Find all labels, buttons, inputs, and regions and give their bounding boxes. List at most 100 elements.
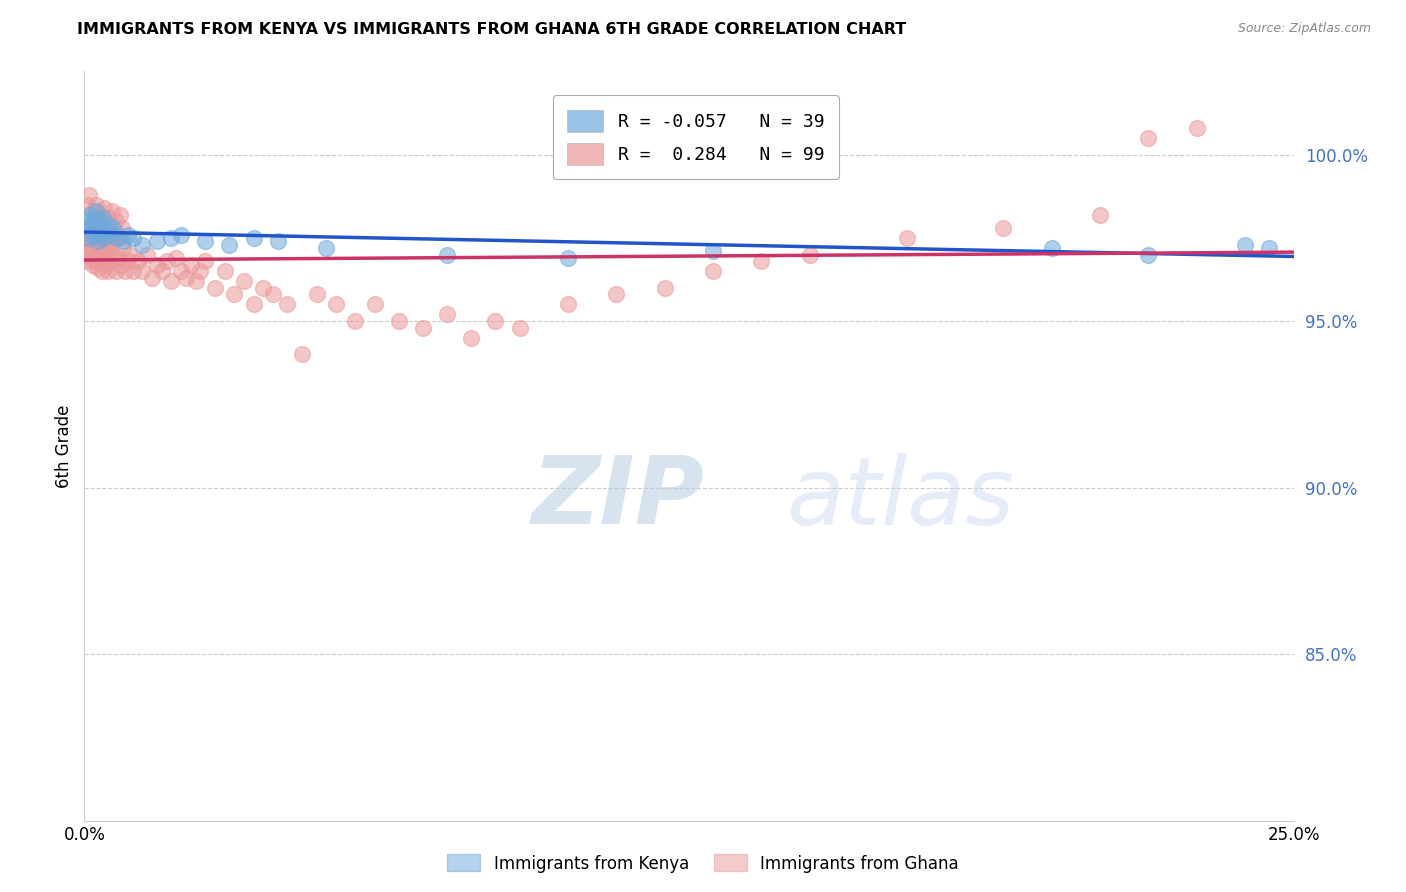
Point — [412, 320, 434, 334]
Point — [233, 274, 256, 288]
Point — [93, 241, 115, 255]
Point — [117, 227, 139, 242]
Point — [242, 231, 264, 245]
Point — [1185, 120, 1208, 135]
Point — [87, 244, 110, 259]
Text: ZIP: ZIP — [531, 452, 704, 544]
Point — [84, 254, 107, 268]
Point — [460, 331, 482, 345]
Point — [121, 231, 143, 245]
Point — [86, 204, 108, 219]
Point — [117, 254, 139, 268]
Point — [90, 234, 112, 248]
Point — [1137, 131, 1160, 145]
Point — [77, 247, 100, 261]
Point — [184, 274, 207, 288]
Point — [76, 254, 98, 268]
Point — [180, 258, 202, 272]
Point — [97, 244, 120, 259]
Point — [121, 264, 143, 278]
Point — [77, 237, 100, 252]
Point — [87, 234, 110, 248]
Point — [94, 258, 117, 272]
Point — [305, 287, 328, 301]
Point — [114, 264, 136, 278]
Point — [75, 241, 97, 255]
Text: Source: ZipAtlas.com: Source: ZipAtlas.com — [1237, 22, 1371, 36]
Point — [242, 297, 264, 311]
Point — [104, 214, 127, 228]
Point — [110, 220, 132, 235]
Point — [91, 218, 114, 232]
Point — [77, 187, 100, 202]
Point — [146, 234, 169, 248]
Point — [93, 254, 115, 268]
Point — [107, 231, 129, 245]
Point — [120, 247, 142, 261]
Point — [84, 247, 107, 261]
Y-axis label: 6th Grade: 6th Grade — [55, 404, 73, 488]
Point — [110, 258, 132, 272]
Point — [87, 220, 110, 235]
Point — [1088, 208, 1111, 222]
Point — [87, 220, 110, 235]
Point — [100, 254, 122, 268]
Point — [267, 234, 290, 248]
Point — [150, 264, 173, 278]
Point — [93, 231, 115, 245]
Point — [98, 224, 121, 238]
Point — [262, 287, 284, 301]
Point — [131, 237, 153, 252]
Point — [170, 264, 193, 278]
Point — [344, 314, 367, 328]
Point — [276, 297, 298, 311]
Point — [214, 264, 236, 278]
Point — [799, 247, 821, 261]
Point — [509, 320, 531, 334]
Point — [89, 214, 111, 228]
Point — [91, 247, 114, 261]
Point — [82, 234, 104, 248]
Point — [190, 264, 212, 278]
Point — [702, 264, 724, 278]
Point — [112, 241, 135, 255]
Point — [84, 224, 107, 238]
Text: atlas: atlas — [786, 453, 1014, 544]
Point — [160, 231, 183, 245]
Point — [108, 208, 131, 222]
Point — [90, 264, 112, 278]
Point — [1258, 241, 1281, 255]
Point — [1040, 241, 1063, 255]
Point — [146, 258, 169, 272]
Point — [155, 254, 177, 268]
Point — [654, 281, 676, 295]
Point — [194, 254, 217, 268]
Point — [436, 308, 458, 322]
Point — [136, 247, 159, 261]
Point — [252, 281, 274, 295]
Legend: R = -0.057   N = 39, R =  0.284   N = 99: R = -0.057 N = 39, R = 0.284 N = 99 — [553, 95, 839, 179]
Point — [79, 220, 101, 235]
Point — [291, 347, 314, 361]
Point — [131, 264, 153, 278]
Point — [82, 227, 104, 242]
Point — [484, 314, 506, 328]
Point — [75, 231, 97, 245]
Point — [86, 197, 108, 211]
Point — [80, 218, 103, 232]
Point — [112, 234, 135, 248]
Point — [77, 231, 100, 245]
Point — [94, 227, 117, 242]
Point — [104, 264, 127, 278]
Point — [141, 270, 163, 285]
Point — [107, 251, 129, 265]
Point — [702, 244, 724, 259]
Point — [107, 227, 129, 242]
Point — [1137, 247, 1160, 261]
Point — [993, 220, 1015, 235]
Point — [83, 241, 105, 255]
Point — [325, 297, 347, 311]
Point — [174, 270, 197, 285]
Point — [101, 204, 124, 219]
Point — [194, 234, 217, 248]
